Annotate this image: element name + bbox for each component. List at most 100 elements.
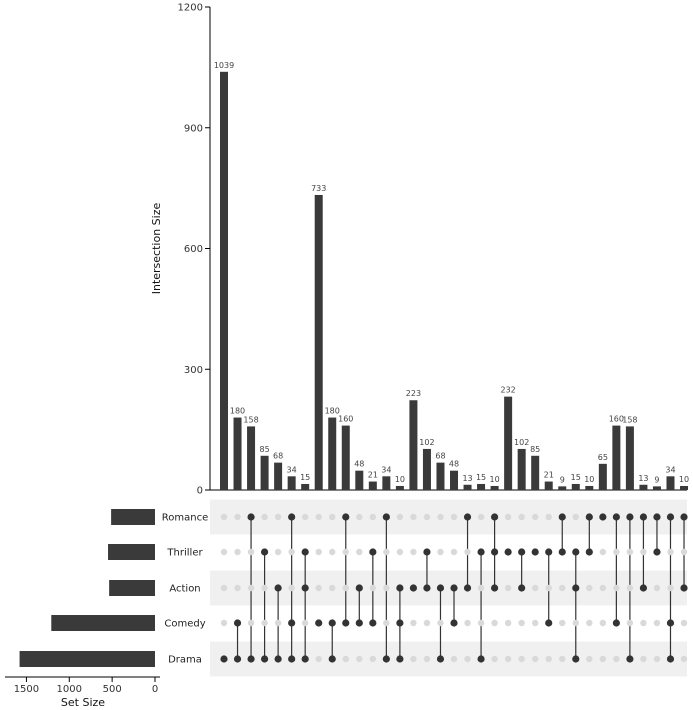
matrix-dot-inactive bbox=[410, 548, 417, 556]
intersection-bar bbox=[409, 400, 418, 490]
matrix-dot-active bbox=[558, 548, 566, 556]
intersection-bar bbox=[247, 426, 256, 490]
intersection-bar bbox=[301, 483, 310, 490]
matrix-dot-inactive bbox=[450, 548, 458, 556]
matrix-dot-active bbox=[680, 584, 688, 592]
matrix-dot-inactive bbox=[626, 548, 634, 556]
matrix-dot-inactive bbox=[423, 655, 431, 663]
matrix-dot-active bbox=[518, 584, 526, 592]
matrix-dot-active bbox=[396, 584, 404, 592]
matrix-dot-inactive bbox=[531, 513, 539, 521]
matrix-dot-inactive bbox=[545, 584, 552, 592]
matrix-dot-inactive bbox=[531, 619, 539, 627]
matrix-dot-inactive bbox=[572, 619, 579, 627]
matrix-dot-inactive bbox=[274, 513, 282, 521]
set-size-bar bbox=[51, 615, 155, 631]
bar-value-label: 10 bbox=[490, 475, 500, 484]
matrix-dot-inactive bbox=[369, 513, 377, 521]
intersection-bar bbox=[558, 486, 567, 490]
set-name-label: Comedy bbox=[164, 619, 205, 630]
intersection-bar bbox=[382, 476, 391, 490]
matrix-dot-active bbox=[409, 584, 418, 592]
intersection-bar bbox=[422, 448, 431, 490]
matrix-dot-inactive bbox=[559, 619, 566, 627]
matrix-dot-active bbox=[680, 513, 688, 521]
matrix-dot-inactive bbox=[559, 655, 566, 663]
matrix-dot-active bbox=[369, 619, 377, 627]
matrix-dot-inactive bbox=[234, 548, 241, 556]
matrix-dot-inactive bbox=[315, 655, 322, 663]
intersection-bar bbox=[341, 425, 350, 490]
matrix-dot-active bbox=[220, 655, 228, 663]
matrix-dot-active bbox=[423, 584, 431, 592]
matrix-dot-active bbox=[288, 513, 296, 521]
matrix-dot-inactive bbox=[626, 584, 634, 592]
matrix-dot-active bbox=[585, 513, 593, 521]
bar-value-label: 34 bbox=[381, 465, 391, 474]
matrix-dot-active bbox=[653, 548, 661, 556]
matrix-dot-active bbox=[301, 655, 309, 663]
matrix-dot-inactive bbox=[504, 655, 512, 663]
matrix-dot-inactive bbox=[288, 548, 295, 556]
matrix-dot-inactive bbox=[342, 584, 349, 592]
bar-value-label: 85 bbox=[530, 445, 540, 454]
matrix-dot-inactive bbox=[491, 655, 498, 663]
bar-value-label: 733 bbox=[311, 184, 326, 193]
intersection-bar bbox=[274, 462, 283, 490]
matrix-dot-active bbox=[491, 513, 499, 521]
matrix-dot-inactive bbox=[274, 619, 282, 627]
matrix-dot-inactive bbox=[315, 584, 322, 592]
matrix-dot-inactive bbox=[464, 619, 471, 627]
intersection-bar bbox=[504, 396, 513, 490]
intersection-bar bbox=[450, 470, 459, 490]
intersection-bar bbox=[612, 425, 621, 490]
matrix-dot-inactive bbox=[220, 513, 228, 521]
intersection-bar bbox=[490, 485, 499, 490]
matrix-dot-active bbox=[585, 548, 593, 556]
bar-value-label: 232 bbox=[500, 386, 515, 395]
intersection-bar bbox=[328, 417, 337, 490]
matrix-dot-inactive bbox=[653, 655, 661, 663]
matrix-dot-inactive bbox=[477, 584, 485, 592]
matrix-dot-inactive bbox=[531, 584, 539, 592]
matrix-dot-active bbox=[463, 584, 472, 592]
bar-value-label: 10 bbox=[679, 475, 689, 484]
matrix-dot-active bbox=[382, 655, 390, 663]
matrix-dot-active bbox=[531, 548, 539, 556]
matrix-dot-active bbox=[572, 655, 580, 663]
matrix-dot-inactive bbox=[653, 619, 661, 627]
matrix-dot-inactive bbox=[261, 619, 268, 627]
matrix-dot-active bbox=[612, 513, 620, 521]
matrix-dot-active bbox=[233, 619, 242, 627]
matrix-dot-active bbox=[504, 548, 512, 556]
matrix-dot-active bbox=[274, 655, 282, 663]
matrix-dot-active bbox=[342, 619, 350, 627]
bar-value-label: 9 bbox=[654, 475, 659, 484]
intersection-bar bbox=[233, 417, 242, 490]
intersection-bar bbox=[571, 483, 580, 490]
matrix-dot-inactive bbox=[315, 513, 322, 521]
set-size-bar bbox=[19, 651, 156, 667]
matrix-dot-inactive bbox=[626, 619, 634, 627]
matrix-dot-inactive bbox=[599, 548, 607, 556]
bar-value-label: 15 bbox=[476, 473, 486, 482]
matrix-dot-inactive bbox=[437, 619, 444, 627]
matrix-dot-inactive bbox=[410, 513, 417, 521]
matrix-dot-inactive bbox=[383, 584, 390, 592]
matrix-dot-inactive bbox=[572, 513, 579, 521]
matrix-dot-inactive bbox=[234, 513, 241, 521]
set-size-tick-label: 1500 bbox=[14, 684, 39, 695]
matrix-dot-inactive bbox=[261, 584, 268, 592]
matrix-dot-inactive bbox=[369, 584, 377, 592]
bar-value-label: 180 bbox=[230, 407, 245, 416]
intersection-bar bbox=[598, 463, 607, 490]
matrix-dot-inactive bbox=[356, 655, 363, 663]
matrix-dot-inactive bbox=[342, 655, 349, 663]
intersection-bar bbox=[652, 486, 661, 490]
matrix-dot-active bbox=[653, 513, 661, 521]
matrix-dot-active bbox=[328, 655, 336, 663]
bar-value-label: 10 bbox=[584, 475, 594, 484]
matrix-dot-active bbox=[247, 513, 255, 521]
y-tick-label: 600 bbox=[184, 244, 203, 255]
